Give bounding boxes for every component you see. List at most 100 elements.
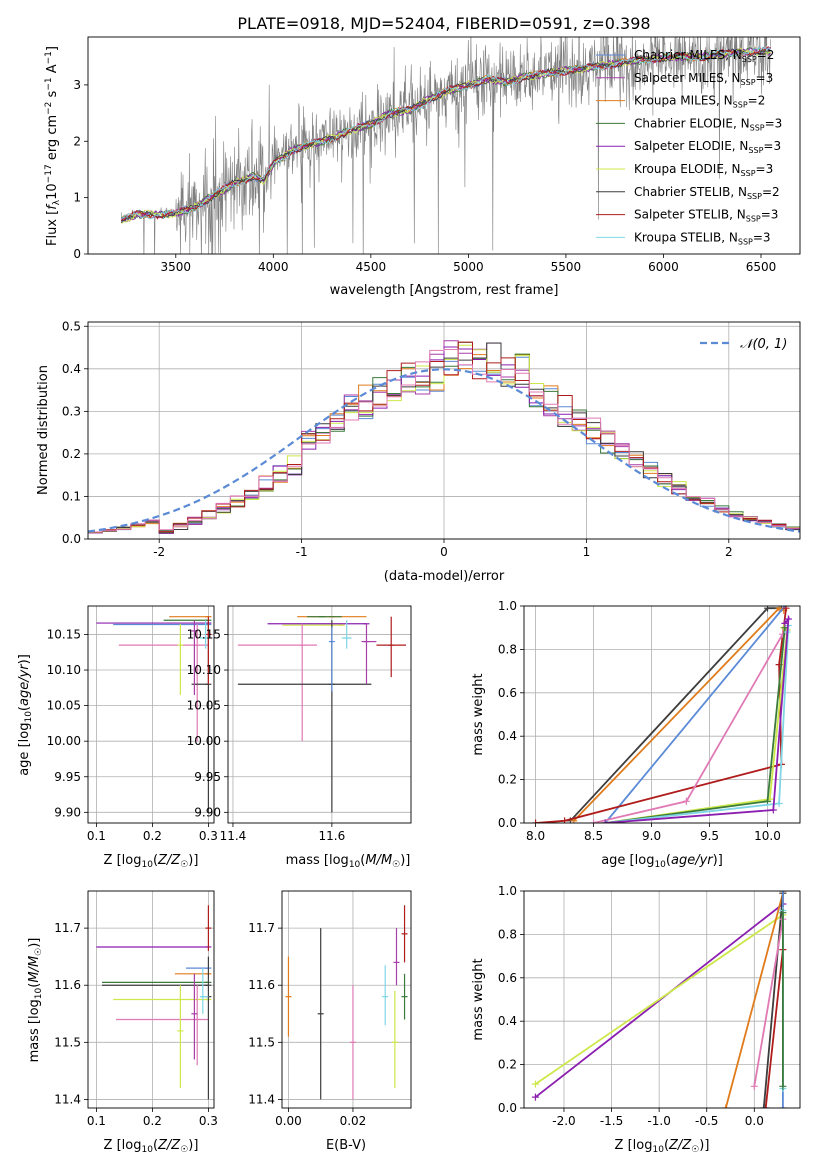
y-tick-label: 0: [73, 247, 81, 261]
y-tick-label: 0.4: [498, 729, 517, 743]
y-tick-label: 0.0: [498, 1101, 517, 1115]
y-tick-label: 10.05: [187, 699, 221, 713]
x-tick-label: 6000: [648, 260, 679, 274]
y-tick-label: 0.2: [498, 1058, 517, 1072]
x-tick-label: 5000: [453, 260, 484, 274]
plot-area: [88, 606, 214, 823]
point-marker: [531, 1080, 539, 1088]
point-marker: [769, 806, 777, 814]
y-tick-label: 10.10: [47, 663, 81, 677]
plot-age_vs_mass: [237, 616, 407, 813]
x-tick-label: 3500: [161, 260, 192, 274]
histogram-step: [88, 349, 800, 533]
x-tick-label: 0.00: [275, 1114, 302, 1128]
y-tick-label: 0.6: [498, 971, 517, 985]
x-tick-label: -0.5: [695, 1114, 718, 1128]
y-tick-label: 0.2: [62, 447, 81, 461]
x-tick-label: 11.6: [319, 829, 346, 843]
x-axis-label: wavelength [Angstrom, rest frame]: [330, 283, 559, 298]
x-tick-label: 8.0: [526, 829, 545, 843]
y-tick-label: 10.00: [187, 734, 221, 748]
point-marker: [779, 1082, 787, 1090]
legend-label: Kroupa MILES, NSSP=2: [634, 94, 765, 110]
series-line: [724, 892, 784, 1108]
legend-label: Chabrier STELIB, NSSP=2: [634, 185, 780, 201]
series-line: [762, 893, 784, 1108]
y-tick-label: 9.95: [54, 770, 81, 784]
series-line: [534, 903, 784, 1098]
plot-area: [88, 37, 800, 254]
x-tick-label: 0.1: [87, 1114, 106, 1128]
point-marker: [779, 891, 787, 895]
model-line: [120, 48, 771, 224]
legend-label: Salpeter MILES, NSSP=3: [634, 71, 773, 87]
x-tick-label: 9.5: [700, 829, 719, 843]
point-marker: [779, 1104, 787, 1108]
x-axis-label: Z [log10(Z/Z☉)]: [104, 853, 199, 870]
plot-residuals: [88, 340, 800, 534]
y-axis-label: age [log10(age/yr)]: [17, 654, 34, 776]
axes-spectrum: 3500 4000 4500 5000 5500 6000 6500 0 1 2 3 waveleng…: [44, 36, 801, 298]
x-tick-label: 5500: [551, 260, 582, 274]
point-marker: [682, 797, 690, 805]
plot-weight_vs_age: [532, 606, 792, 823]
figure-title: PLATE=0918, MJD=52404, FIBERID=0591, z=0…: [237, 14, 650, 33]
axes-frame: [281, 890, 412, 1109]
plot-area: [228, 606, 411, 823]
legend-label: Chabrier ELODIE, NSSP=3: [634, 116, 782, 132]
y-tick-label: 9.90: [194, 805, 221, 819]
x-tick-label: 0.1: [87, 829, 106, 843]
y-tick-label: 1.0: [498, 884, 517, 898]
legend-label: Salpeter ELODIE, NSSP=3: [634, 139, 781, 155]
x-tick-label: 4000: [258, 260, 289, 274]
point-marker: [775, 799, 783, 807]
x-tick-label: 9.0: [642, 829, 661, 843]
y-tick-label: 1: [73, 191, 81, 205]
y-tick-label: 0.4: [498, 1014, 517, 1028]
point-marker: [601, 819, 609, 823]
legend-label: Kroupa ELODIE, NSSP=3: [634, 162, 773, 178]
legend-label: 𝒩(0, 1): [740, 337, 787, 352]
plot-mass_vs_ebv: [285, 905, 408, 1100]
x-tick-label: 0.3: [199, 1114, 218, 1128]
y-tick-label: 10.15: [187, 627, 221, 641]
legend-label: Salpeter STELIB, NSSP=3: [634, 208, 778, 224]
point-marker: [750, 1082, 758, 1090]
y-axis-label: mass weight: [471, 673, 486, 755]
model-line: [121, 46, 772, 220]
y-tick-label: 0.1: [62, 489, 81, 503]
x-tick-label: 6500: [746, 260, 777, 274]
y-tick-label: 10.05: [47, 699, 81, 713]
series-line: [605, 616, 790, 823]
x-tick-label: 0.02: [340, 1114, 367, 1128]
y-tick-label: 0.2: [498, 773, 517, 787]
point-marker: [779, 909, 787, 917]
plot-mass_vs_Z: [96, 905, 212, 1100]
point-marker: [781, 619, 789, 627]
y-tick-label: 11.6: [248, 978, 275, 992]
plot-weight_vs_Z: [531, 891, 787, 1108]
x-axis-label: age [log10(age/yr)]: [601, 853, 723, 870]
axes-frame: [87, 605, 215, 824]
legend-label: Chabrier MILES, NSSP=2: [634, 48, 774, 64]
axes-weight_vs_Z: -2.0 -1.5 -1.0 -0.5 0.0 0.0 0.2 0.4 0.6 0.8 1.0 mas…: [471, 884, 801, 1155]
normal-curve: [88, 368, 800, 533]
axes-frame: [87, 890, 215, 1109]
y-axis-label: mass weight: [471, 958, 486, 1040]
x-tick-label: 10.0: [754, 829, 781, 843]
point-marker: [531, 1093, 539, 1101]
y-tick-label: 9.95: [194, 770, 221, 784]
x-tick-label: 0: [440, 545, 448, 559]
y-tick-label: 11.4: [54, 1092, 81, 1106]
y-tick-label: 10.15: [47, 627, 81, 641]
series-line: [753, 919, 784, 1087]
x-axis-label: E(B-V): [326, 1138, 366, 1153]
x-tick-label: -2.0: [552, 1114, 575, 1128]
series-line: [604, 606, 786, 823]
y-tick-label: 1.0: [498, 599, 517, 613]
y-axis-label: Normed distribution: [36, 365, 51, 495]
y-tick-label: 11.7: [54, 921, 81, 935]
y-tick-label: 0.0: [498, 816, 517, 830]
point-marker: [590, 819, 598, 823]
